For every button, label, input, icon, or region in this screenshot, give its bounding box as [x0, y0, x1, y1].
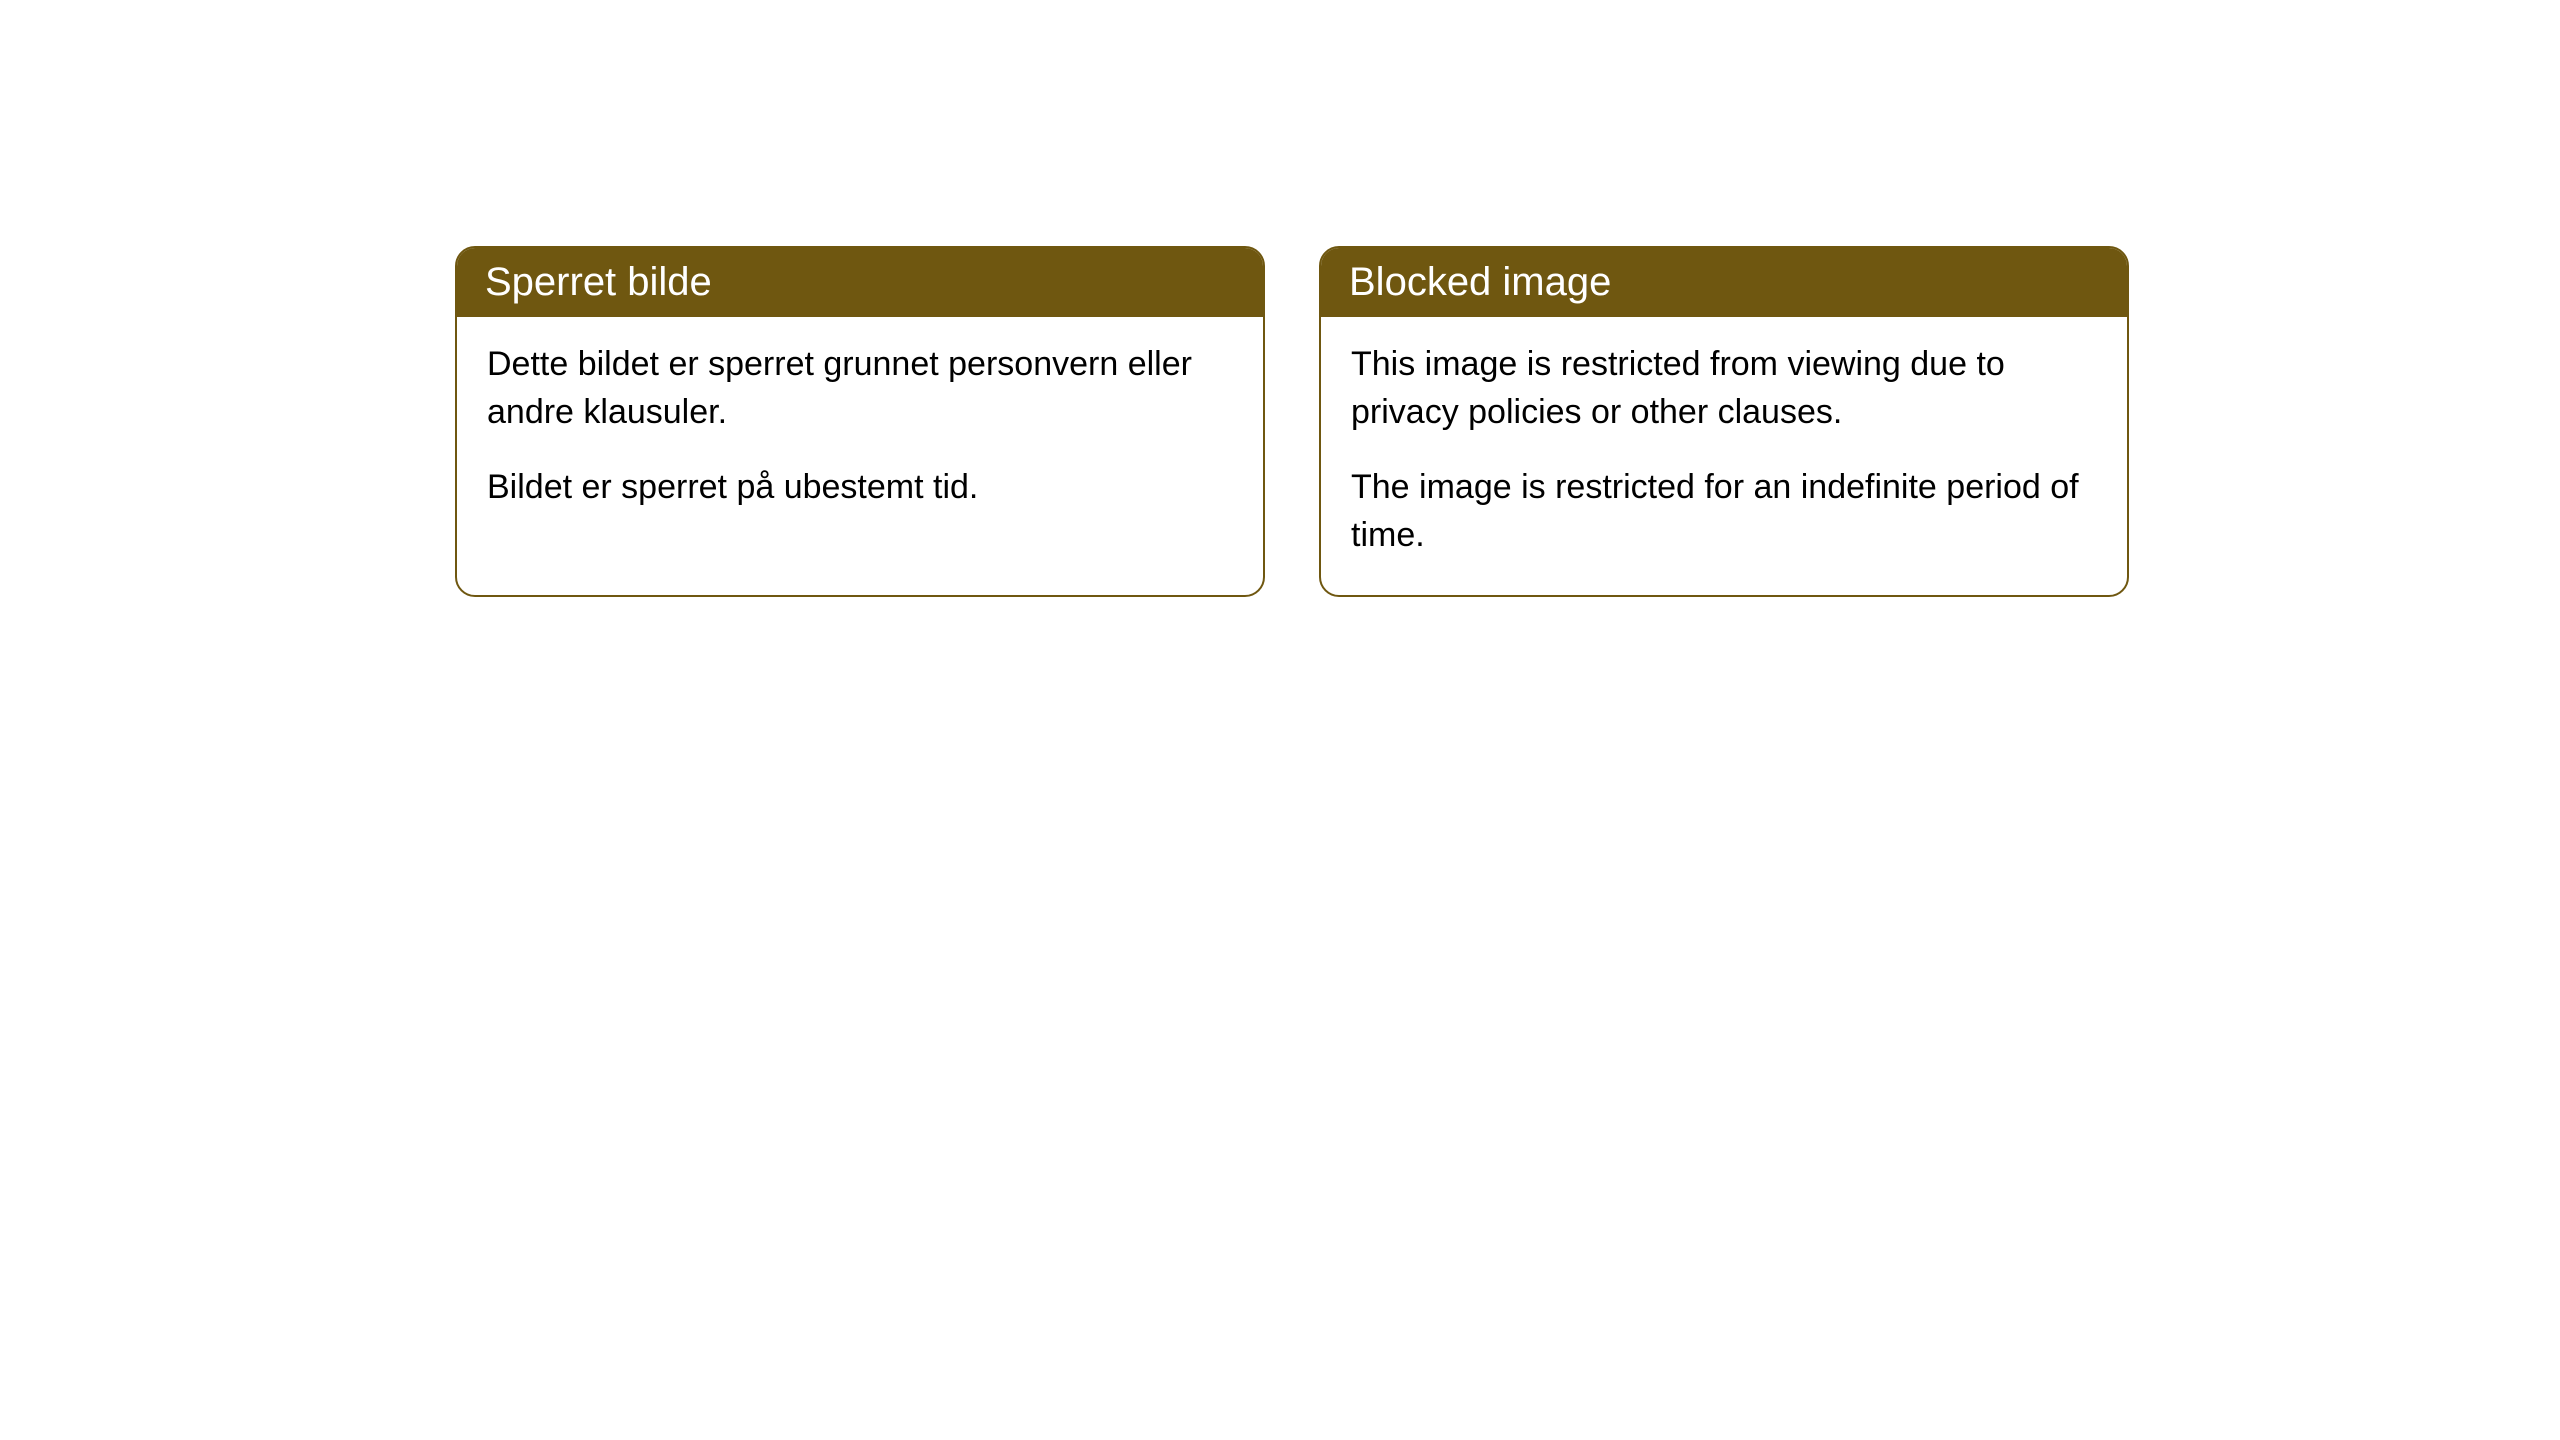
cards-container: Sperret bilde Dette bildet er sperret gr…	[0, 0, 2560, 597]
card-body-no: Dette bildet er sperret grunnet personve…	[457, 317, 1263, 548]
card-body-en: This image is restricted from viewing du…	[1321, 317, 2127, 595]
card-paragraph-1-en: This image is restricted from viewing du…	[1351, 341, 2097, 436]
card-paragraph-1-no: Dette bildet er sperret grunnet personve…	[487, 341, 1233, 436]
card-header-no: Sperret bilde	[457, 248, 1263, 317]
card-paragraph-2-no: Bildet er sperret på ubestemt tid.	[487, 464, 1233, 512]
card-paragraph-2-en: The image is restricted for an indefinit…	[1351, 464, 2097, 559]
blocked-image-card-en: Blocked image This image is restricted f…	[1319, 246, 2129, 597]
blocked-image-card-no: Sperret bilde Dette bildet er sperret gr…	[455, 246, 1265, 597]
card-header-en: Blocked image	[1321, 248, 2127, 317]
